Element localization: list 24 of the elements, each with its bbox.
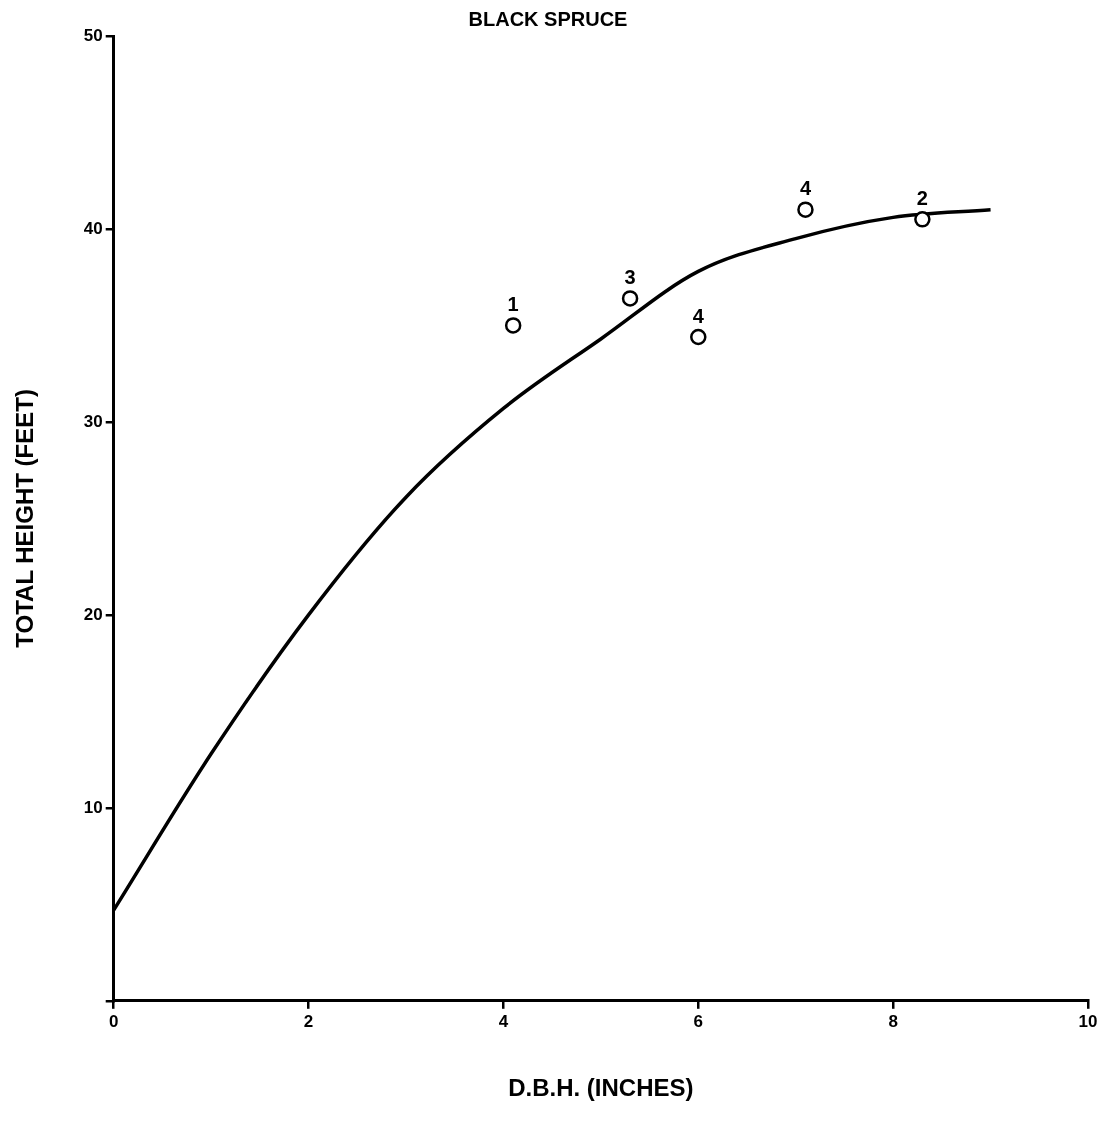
annotation: 4 bbox=[692, 304, 705, 327]
x-tick-label: 10 bbox=[1078, 1011, 1098, 1031]
point bbox=[914, 211, 931, 228]
point bbox=[797, 201, 814, 218]
x-tick-label: 6 bbox=[693, 1011, 704, 1031]
y-tick-label: 30 bbox=[83, 411, 103, 431]
annotation: 3 bbox=[624, 265, 636, 288]
y-axis-title: TOTAL HEIGHT (FEET) bbox=[11, 389, 39, 648]
annotation: 1 bbox=[507, 292, 519, 315]
x-tick-label: 0 bbox=[108, 1011, 119, 1031]
x-tick-label: 4 bbox=[498, 1011, 509, 1031]
x-axis-title: D.B.H. (INCHES) bbox=[508, 1074, 694, 1102]
annotation: 2 bbox=[916, 186, 928, 209]
x-tick-label: 2 bbox=[303, 1011, 314, 1031]
y-tick-label: 40 bbox=[83, 218, 103, 238]
y-tick-label: 20 bbox=[83, 604, 103, 624]
point bbox=[504, 317, 522, 334]
y-tick-label: 50 bbox=[83, 25, 103, 45]
point bbox=[690, 328, 707, 346]
y-tick-label: 10 bbox=[83, 797, 103, 817]
annotation: 4 bbox=[799, 177, 812, 200]
chart-title: BLACK SPRUCE bbox=[468, 7, 628, 30]
x-tick-label: 8 bbox=[888, 1011, 898, 1031]
point bbox=[621, 290, 639, 307]
